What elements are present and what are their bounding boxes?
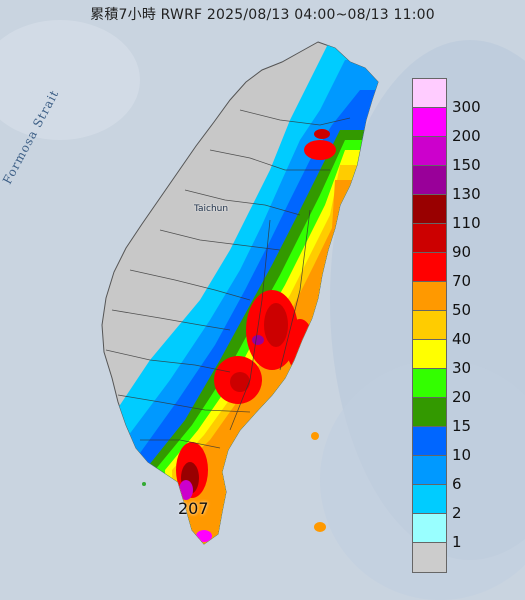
legend-label: 90 [452, 243, 472, 261]
legend-label: 2 [452, 504, 462, 522]
legend-swatch [412, 513, 447, 544]
legend-swatch [412, 281, 447, 312]
liuqiu-island [142, 482, 146, 486]
legend-swatch [412, 252, 447, 283]
legend-label: 70 [452, 272, 472, 290]
legend-label: 30 [452, 359, 472, 377]
legend-swatch [412, 542, 447, 573]
orchid-island [314, 522, 326, 532]
legend-label: 300 [452, 98, 481, 116]
legend-label: 50 [452, 301, 472, 319]
legend-swatch [412, 310, 447, 341]
legend-label: 200 [452, 127, 481, 145]
city-label: Taichun [194, 204, 229, 214]
legend-label: 150 [452, 156, 481, 174]
legend-swatch [412, 107, 447, 138]
legend-label: 20 [452, 388, 472, 406]
legend-swatch [412, 397, 447, 428]
legend-swatch [412, 484, 447, 515]
legend-label: 1 [452, 533, 462, 551]
legend-swatch [412, 223, 447, 254]
max-rainfall-label: 207 [178, 499, 209, 518]
legend-label: 10 [452, 446, 472, 464]
green-island [311, 432, 319, 440]
legend-label: 6 [452, 475, 462, 493]
legend-label: 110 [452, 214, 481, 232]
legend-swatch [412, 165, 447, 196]
legend-swatch [412, 368, 447, 399]
county-boundaries [105, 109, 351, 449]
legend-swatch [412, 339, 447, 370]
legend-label: 15 [452, 417, 472, 435]
legend-swatch [412, 136, 447, 167]
legend-swatch [412, 194, 447, 225]
legend-label: 40 [452, 330, 472, 348]
legend-swatch [412, 455, 447, 486]
legend-swatch [412, 78, 447, 109]
map-title: 累積7小時 RWRF 2025/08/13 04:00~08/13 11:00 [90, 7, 435, 23]
color-legend: 300 200 150 130 110 90 70 50 40 30 20 15 10 6 2 1 [412, 78, 512, 573]
legend-swatch [412, 426, 447, 457]
legend-label: 130 [452, 185, 481, 203]
